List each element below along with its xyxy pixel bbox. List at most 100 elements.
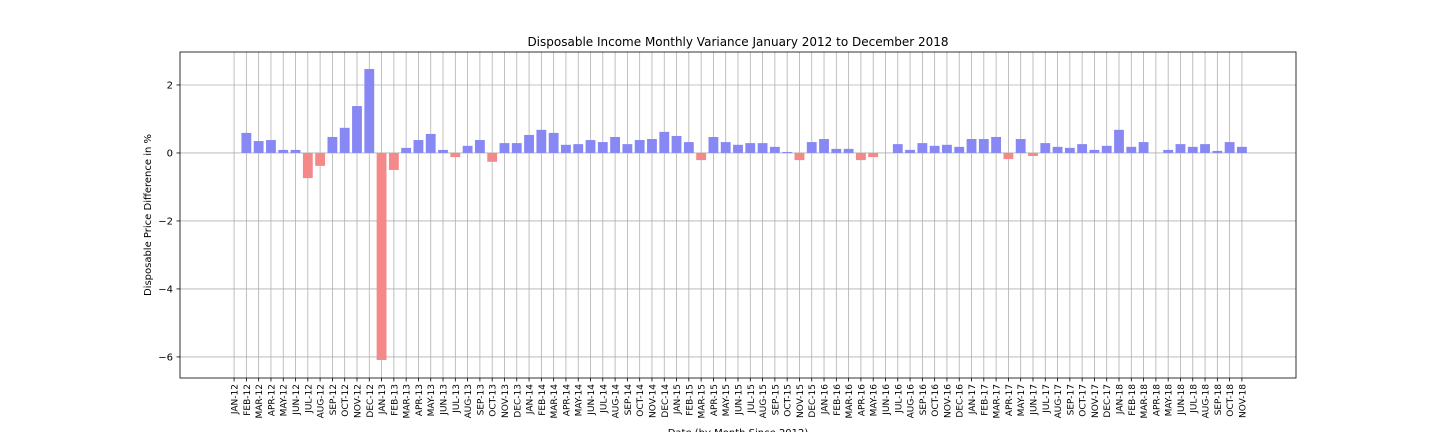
bar (388, 152, 399, 170)
bar (1077, 144, 1088, 153)
bar (339, 127, 350, 153)
bar (413, 140, 424, 153)
bar (1126, 146, 1137, 153)
bar (1064, 147, 1075, 153)
bar (782, 151, 793, 153)
x-tick-label: NOV-13 (501, 384, 511, 418)
bar (278, 149, 289, 153)
bar (241, 132, 252, 153)
x-tick-label: APR-14 (562, 384, 572, 416)
x-tick-label: OCT-17 (1079, 384, 1089, 417)
bar (438, 149, 448, 153)
x-tick-label: JAN-18 (1116, 384, 1126, 415)
bar (892, 144, 903, 153)
bar (868, 152, 879, 158)
bar (806, 142, 817, 153)
bar (659, 131, 670, 153)
x-tick-label: MAR-16 (845, 384, 855, 419)
x-tick-label: AUG-18 (1202, 384, 1212, 419)
x-tick-label: DEC-13 (513, 384, 523, 418)
bar (511, 143, 522, 153)
bar (1101, 145, 1112, 153)
bar (905, 149, 915, 153)
bar (401, 147, 412, 153)
bar (474, 140, 485, 153)
x-tick-label: MAY-18 (1165, 384, 1175, 417)
bar (794, 152, 805, 161)
bar (966, 139, 977, 153)
x-tick-label: NOV-12 (353, 384, 363, 418)
chart-title: Disposable Income Monthly Variance Janua… (527, 35, 948, 49)
x-tick-label: FEB-17 (980, 384, 990, 416)
x-tick-label: FEB-18 (1128, 384, 1138, 416)
x-tick-label: SEP-14 (624, 384, 634, 416)
bar (425, 133, 436, 153)
bar (942, 144, 952, 153)
x-tick-label: DEC-12 (366, 384, 376, 418)
x-tick-label: MAY-14 (575, 384, 585, 417)
x-tick-label: FEB-16 (833, 384, 843, 416)
x-tick-label: APR-17 (1005, 384, 1015, 416)
bar (671, 135, 682, 153)
x-tick-label: SEP-16 (919, 384, 929, 416)
x-tick-label: FEB-12 (243, 384, 253, 416)
bar (1114, 129, 1124, 153)
y-tick-label: 0 (167, 148, 173, 159)
x-tick-label: MAY-13 (427, 384, 437, 416)
x-tick-label: AUG-16 (907, 384, 917, 419)
bar (1187, 146, 1198, 153)
x-tick-label: OCT-12 (341, 384, 351, 417)
y-tick-label: 2 (167, 80, 173, 91)
x-tick-label: JAN-16 (821, 384, 831, 415)
bar (266, 140, 276, 153)
bar (696, 152, 707, 161)
x-tick-label: APR-12 (267, 384, 277, 416)
bar (1040, 143, 1051, 153)
bar (561, 144, 571, 153)
x-tick-label: OCT-14 (636, 384, 646, 417)
x-tick-label: DEC-15 (808, 384, 818, 418)
x-tick-label: FEB-14 (538, 384, 548, 416)
plot-frame (179, 51, 1297, 379)
bar (1028, 152, 1038, 157)
x-tick-label: MAR-15 (698, 384, 708, 419)
x-tick-label: AUG-17 (1054, 384, 1064, 418)
bar (290, 149, 301, 153)
bar (536, 129, 547, 153)
x-tick-label: AUG-15 (759, 384, 769, 418)
bar (819, 139, 829, 153)
x-tick-label: MAR-18 (1140, 384, 1150, 419)
x-tick-label: OCT-18 (1226, 384, 1236, 417)
bar (1212, 150, 1223, 153)
x-tick-label: FEB-15 (685, 384, 695, 416)
bar (462, 145, 473, 153)
x-tick-label: JUN-16 (882, 384, 892, 416)
x-tick-label: MAY-15 (722, 384, 732, 416)
bar (769, 146, 780, 153)
bar (487, 152, 498, 162)
bar (1015, 139, 1026, 153)
x-tick-label: JUL-12 (304, 384, 314, 414)
bar (1224, 142, 1235, 153)
x-tick-label: JUL-14 (599, 384, 609, 414)
x-tick-label: MAR-13 (403, 384, 413, 419)
bar (991, 136, 1002, 153)
x-tick-label: JUL-15 (747, 384, 757, 414)
x-tick-label: SEP-13 (476, 384, 486, 415)
bar (327, 136, 338, 153)
x-tick-label: NOV-14 (648, 384, 658, 418)
bar (1052, 146, 1063, 153)
bar (524, 134, 534, 153)
bar (499, 143, 510, 153)
bar (352, 106, 362, 153)
x-tick-label: SEP-17 (1066, 384, 1076, 415)
y-axis-label: Disposable Price Difference in % (143, 134, 154, 296)
x-tick-label: SEP-12 (329, 384, 339, 415)
x-tick-label: DEC-17 (1103, 384, 1113, 418)
bar (1003, 152, 1014, 160)
x-tick-label: NOV-15 (796, 384, 806, 418)
bar (733, 144, 743, 153)
bar (757, 143, 768, 153)
